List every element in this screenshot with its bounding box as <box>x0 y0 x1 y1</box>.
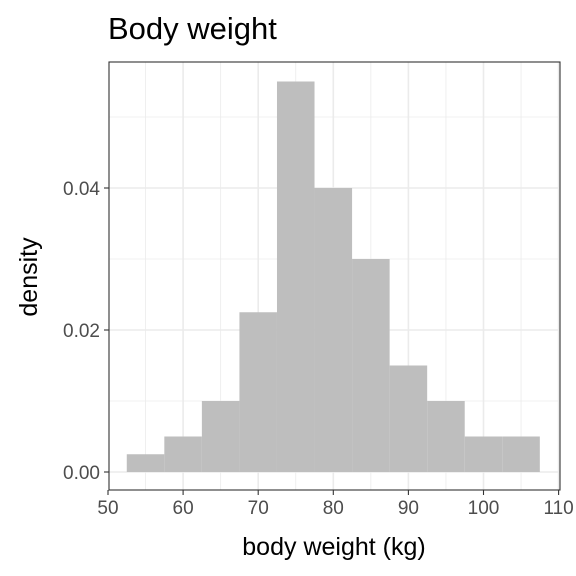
x-axis: 50 60 70 80 90 100 110 <box>97 490 574 519</box>
histogram-bar <box>201 401 240 472</box>
histogram-bars <box>126 81 540 472</box>
x-tick-label: 110 <box>543 498 573 519</box>
y-axis-title: density <box>15 237 43 317</box>
x-tick-label: 50 <box>97 498 118 519</box>
histogram-bar <box>389 365 428 472</box>
histogram-bar <box>427 401 465 472</box>
x-tick-label: 90 <box>398 498 419 519</box>
x-tick-label: 100 <box>468 498 500 519</box>
x-tick-label: 60 <box>173 498 194 519</box>
y-axis: 0.00 0.02 0.04 <box>63 179 109 484</box>
histogram-bar <box>126 454 165 472</box>
y-tick-label: 0.02 <box>63 321 100 342</box>
x-axis-title: body weight (kg) <box>242 533 425 561</box>
y-tick-label: 0.04 <box>63 179 100 200</box>
x-tick-label: 70 <box>248 498 269 519</box>
histogram-bar <box>464 436 503 472</box>
histogram-bar <box>502 436 540 472</box>
histogram-bar <box>164 436 202 472</box>
chart-title: Body weight <box>108 11 277 46</box>
histogram-bar <box>239 312 277 472</box>
histogram-bar <box>276 81 315 472</box>
y-tick-label: 0.00 <box>63 463 100 484</box>
histogram-bar <box>314 188 353 472</box>
x-tick-label: 80 <box>323 498 344 519</box>
histogram-bar <box>352 259 390 472</box>
panel-border <box>108 61 561 491</box>
